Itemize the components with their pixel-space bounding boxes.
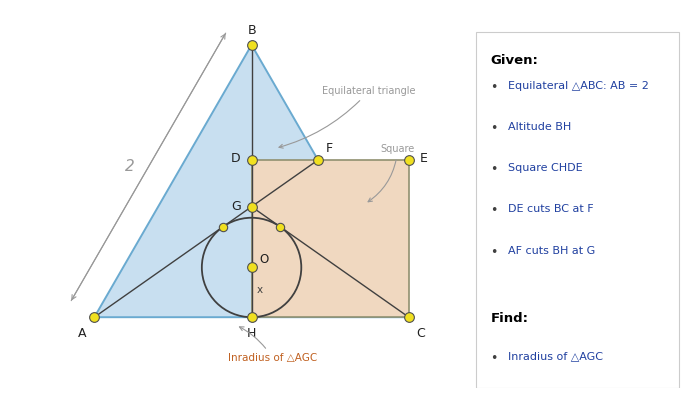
- Text: E: E: [420, 152, 428, 165]
- Text: O: O: [259, 253, 268, 266]
- Text: 2: 2: [124, 160, 135, 174]
- Text: Altitude BH: Altitude BH: [508, 122, 571, 132]
- Text: •: •: [491, 163, 498, 176]
- Text: •: •: [491, 246, 498, 259]
- Text: Inradius of △AGC: Inradius of △AGC: [228, 327, 317, 363]
- Text: x: x: [256, 285, 262, 295]
- Text: Inradius of △AGC: Inradius of △AGC: [508, 352, 602, 362]
- Text: H: H: [247, 327, 256, 339]
- Text: C: C: [417, 327, 426, 339]
- Text: AF cuts BH at G: AF cuts BH at G: [508, 246, 595, 256]
- Polygon shape: [252, 160, 408, 317]
- Text: Equilateral △ABC: AB = 2: Equilateral △ABC: AB = 2: [508, 81, 649, 91]
- Text: A: A: [78, 327, 86, 339]
- Text: Given:: Given:: [491, 54, 538, 67]
- Text: •: •: [491, 204, 498, 217]
- Text: •: •: [491, 81, 498, 93]
- Text: Find:: Find:: [491, 312, 529, 325]
- Text: Square: Square: [368, 144, 415, 202]
- Text: •: •: [491, 352, 498, 365]
- Text: B: B: [247, 24, 256, 37]
- Text: D: D: [231, 152, 241, 165]
- Text: G: G: [231, 200, 241, 213]
- Text: •: •: [491, 122, 498, 135]
- Text: F: F: [326, 142, 333, 155]
- Polygon shape: [95, 45, 408, 317]
- FancyBboxPatch shape: [475, 32, 679, 388]
- Text: Equilateral triangle: Equilateral triangle: [279, 86, 416, 148]
- Text: Square CHDE: Square CHDE: [508, 163, 582, 173]
- Text: DE cuts BC at F: DE cuts BC at F: [508, 204, 593, 215]
